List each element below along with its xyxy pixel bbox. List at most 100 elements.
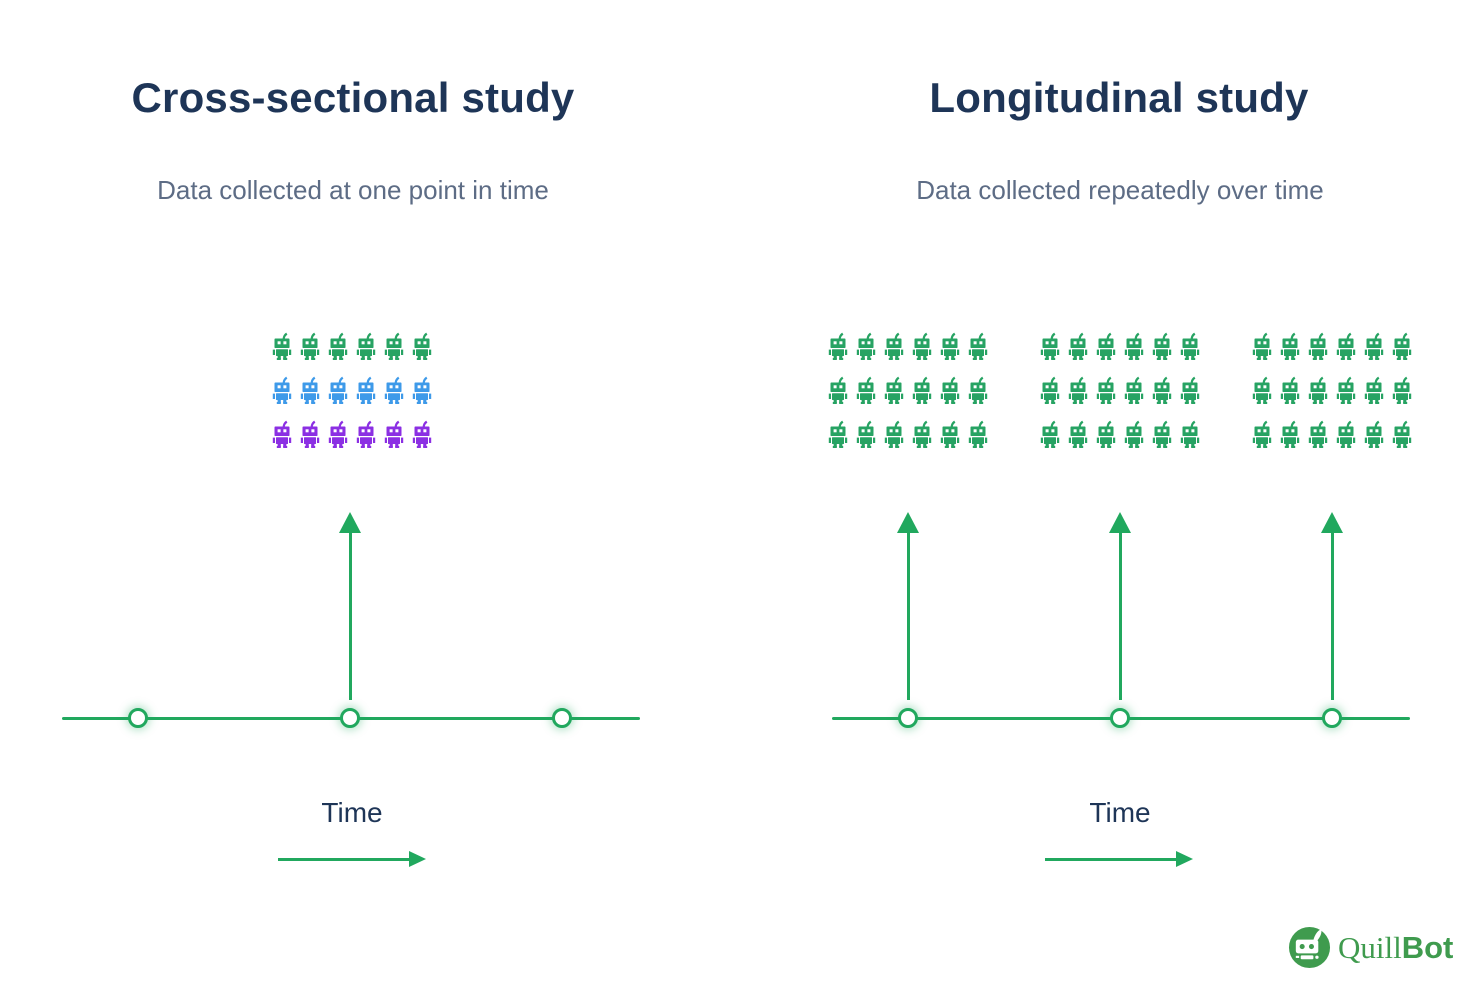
arrow-stem xyxy=(1118,530,1122,700)
robot-icon xyxy=(882,332,906,360)
robot-icon xyxy=(1122,420,1146,448)
robot-icon xyxy=(1362,376,1386,404)
timeline-dot xyxy=(1110,708,1130,728)
robot-icon xyxy=(1306,420,1330,448)
robot-icon xyxy=(1094,376,1118,404)
arrowhead xyxy=(1109,512,1131,533)
longitudinal-title: Longitudinal study xyxy=(929,74,1309,121)
robot-icon xyxy=(1066,332,1090,360)
robot-icon xyxy=(1094,420,1118,448)
up-arrow-icon xyxy=(339,512,361,700)
robot-icon xyxy=(410,376,434,404)
robot-icon xyxy=(1278,420,1302,448)
robot-icon xyxy=(298,376,322,404)
robot-icon xyxy=(938,420,962,448)
timeline-dot xyxy=(128,708,148,728)
logo-text-bot: Bot xyxy=(1401,930,1454,965)
arrow-stem xyxy=(906,530,910,700)
longitudinal-subtitle: Data collected repeatedly over time xyxy=(916,175,1324,205)
robot-icon xyxy=(1334,420,1358,448)
robot-icon xyxy=(938,332,962,360)
robot-icon xyxy=(326,376,350,404)
arrow-stem xyxy=(1330,530,1334,700)
robot-icon xyxy=(1038,420,1062,448)
robot-icon xyxy=(354,376,378,404)
robot-icon xyxy=(910,332,934,360)
robot-icon xyxy=(382,420,406,448)
timeline-dot xyxy=(552,708,572,728)
quillbot-wordmark: QuillBot xyxy=(1338,926,1453,969)
right-arrow-icon xyxy=(1045,851,1193,868)
longitudinal-robot-grid-2 xyxy=(1038,332,1202,448)
robot-icon xyxy=(826,376,850,404)
robot-icon xyxy=(1362,420,1386,448)
robot-icon xyxy=(910,376,934,404)
up-arrow-icon xyxy=(897,512,919,700)
arrowhead xyxy=(897,512,919,533)
robot-icon xyxy=(966,420,990,448)
robot-icon xyxy=(1122,376,1146,404)
robot-icon xyxy=(1390,332,1414,360)
robot-icon xyxy=(1178,420,1202,448)
robot-icon xyxy=(1250,332,1274,360)
robot-icon xyxy=(1390,376,1414,404)
robot-icon xyxy=(1038,376,1062,404)
robot-icon xyxy=(354,420,378,448)
robot-icon xyxy=(1178,376,1202,404)
right-arrow-icon xyxy=(278,851,426,868)
long-time-label: Time xyxy=(1089,797,1151,828)
longitudinal-robot-grid-1 xyxy=(826,332,990,448)
robot-icon xyxy=(270,332,294,360)
robot-icon xyxy=(826,420,850,448)
robot-icon xyxy=(270,420,294,448)
cross-sectional-subtitle: Data collected at one point in time xyxy=(157,175,549,205)
up-arrow-icon xyxy=(1321,512,1343,700)
arrowhead xyxy=(409,851,426,867)
robot-icon xyxy=(1334,376,1358,404)
robot-icon xyxy=(326,420,350,448)
robot-icon xyxy=(966,332,990,360)
robot-icon xyxy=(1250,376,1274,404)
quillbot-logo: QuillBot xyxy=(1288,926,1453,969)
robot-icon xyxy=(910,420,934,448)
robot-icon xyxy=(1150,332,1174,360)
robot-icon xyxy=(1150,376,1174,404)
robot-icon xyxy=(854,332,878,360)
robot-icon xyxy=(882,376,906,404)
robot-icon xyxy=(826,332,850,360)
robot-icon xyxy=(326,332,350,360)
robot-icon xyxy=(1334,332,1358,360)
quillbot-robot-icon xyxy=(1288,926,1331,969)
robot-icon xyxy=(1178,332,1202,360)
robot-icon xyxy=(382,332,406,360)
arrow-stem xyxy=(348,530,352,700)
robot-icon xyxy=(1278,376,1302,404)
robot-icon xyxy=(298,332,322,360)
cross-time-label: Time xyxy=(321,797,383,828)
robot-icon xyxy=(1122,332,1146,360)
robot-icon xyxy=(1066,376,1090,404)
robot-icon xyxy=(298,420,322,448)
robot-icon xyxy=(1250,420,1274,448)
robot-icon xyxy=(1278,332,1302,360)
robot-icon xyxy=(882,420,906,448)
robot-icon xyxy=(854,420,878,448)
logo-text-quill: Quill xyxy=(1338,930,1402,965)
robot-icon xyxy=(1390,420,1414,448)
robot-icon xyxy=(382,376,406,404)
up-arrow-icon xyxy=(1109,512,1131,700)
timeline-dot xyxy=(1322,708,1342,728)
arrowhead xyxy=(1321,512,1343,533)
robot-icon xyxy=(854,376,878,404)
robot-icon xyxy=(1066,420,1090,448)
robot-icon xyxy=(1362,332,1386,360)
robot-icon xyxy=(966,376,990,404)
arrowhead xyxy=(1176,851,1193,867)
arrow-stem xyxy=(1045,858,1180,861)
robot-icon xyxy=(1306,376,1330,404)
longitudinal-robot-grid-3 xyxy=(1250,332,1414,448)
arrowhead xyxy=(339,512,361,533)
robot-icon xyxy=(354,332,378,360)
robot-icon xyxy=(270,376,294,404)
